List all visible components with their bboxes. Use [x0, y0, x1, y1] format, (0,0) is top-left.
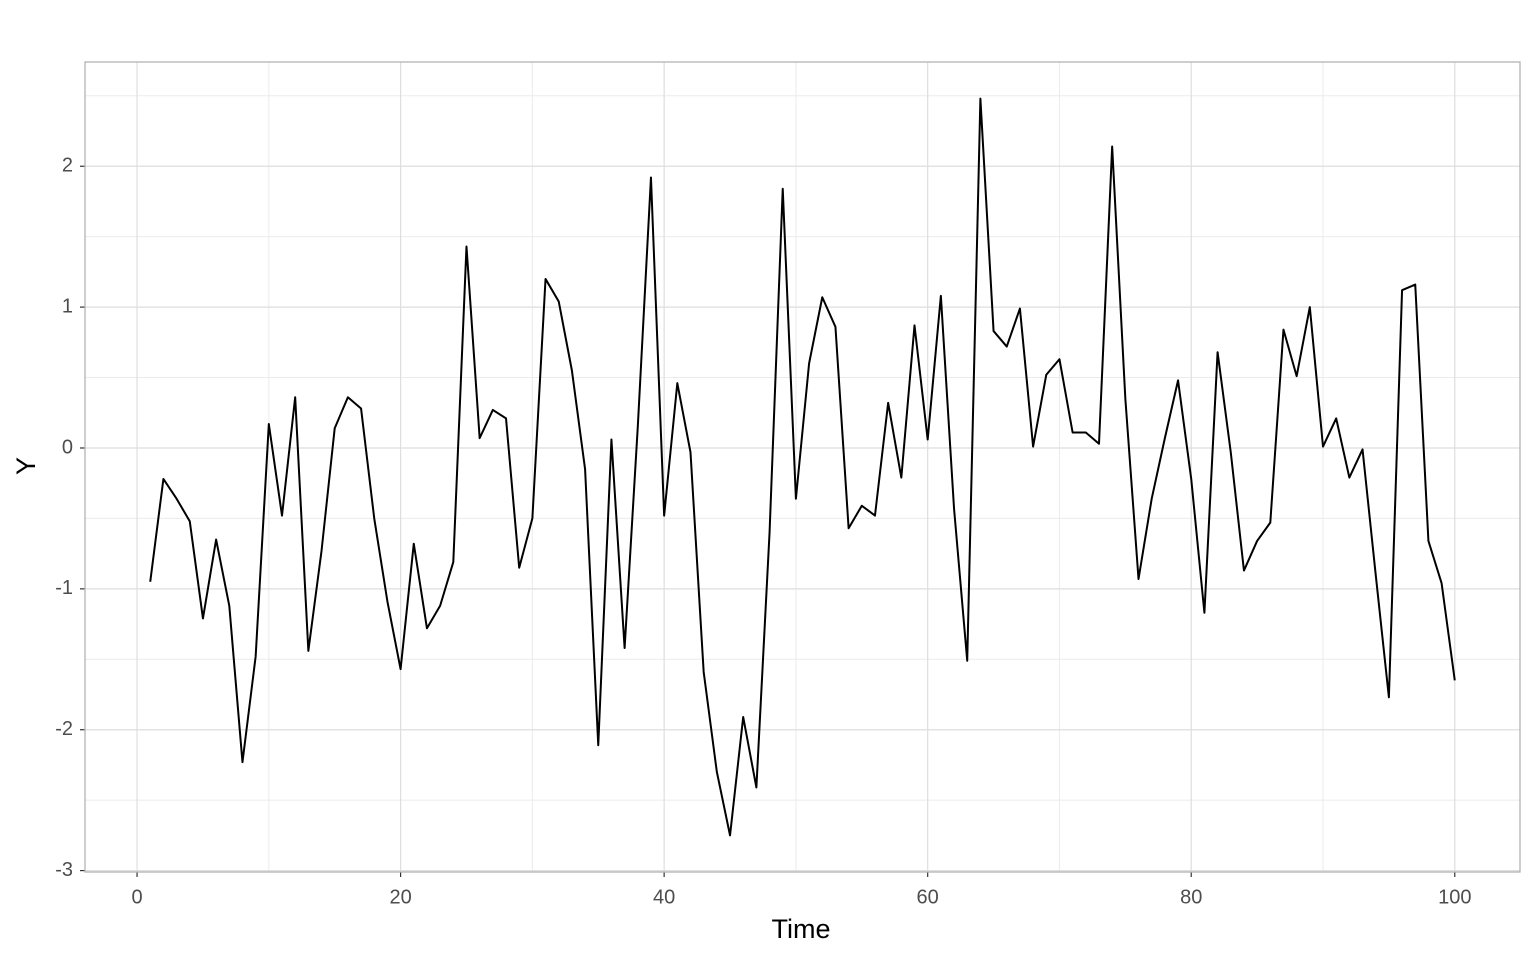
y-tick-label: -2 — [55, 718, 73, 740]
x-axis-title: Time — [772, 914, 831, 944]
panel-border — [84, 61, 1521, 873]
x-tick-label: 60 — [917, 886, 939, 908]
x-tick-label: 80 — [1180, 886, 1202, 908]
x-tick-label: 40 — [653, 886, 675, 908]
y-tick-label: 1 — [62, 295, 73, 317]
y-tick-label: 2 — [62, 155, 73, 177]
y-tick-label: 0 — [62, 436, 73, 458]
y-tick-label: -3 — [55, 859, 73, 881]
x-tick-label: 20 — [389, 886, 411, 908]
data-line — [149, 97, 1456, 837]
y-tick-label: -1 — [55, 577, 73, 599]
x-tick-label: 0 — [131, 886, 142, 908]
x-tick-label: 100 — [1438, 886, 1471, 908]
y-axis-title: Y — [11, 457, 41, 475]
